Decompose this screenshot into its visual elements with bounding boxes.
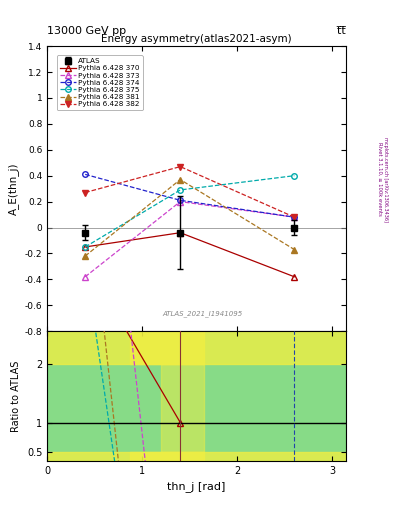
Pythia 6.428 381 <box>178 177 183 183</box>
Pythia 6.428 373 <box>83 274 88 280</box>
Pythia 6.428 375 <box>292 173 297 179</box>
Line: Pythia 6.428 373: Pythia 6.428 373 <box>83 199 297 280</box>
Pythia 6.428 374 <box>292 214 297 220</box>
Pythia 6.428 370 <box>292 274 297 280</box>
Text: mcplots.cern.ch [arXiv:1306.3436]: mcplots.cern.ch [arXiv:1306.3436] <box>384 137 388 222</box>
X-axis label: thn_j [rad]: thn_j [rad] <box>167 481 226 492</box>
Text: ATLAS_2021_I1941095: ATLAS_2021_I1941095 <box>162 310 242 317</box>
Pythia 6.428 370 <box>178 229 183 236</box>
Line: Pythia 6.428 381: Pythia 6.428 381 <box>83 177 297 259</box>
Text: t̅t̅: t̅t̅ <box>337 26 346 36</box>
Line: Pythia 6.428 375: Pythia 6.428 375 <box>83 173 297 250</box>
Pythia 6.428 370 <box>83 244 88 250</box>
Pythia 6.428 373 <box>292 214 297 220</box>
Line: Pythia 6.428 370: Pythia 6.428 370 <box>83 230 297 280</box>
Pythia 6.428 375 <box>178 187 183 193</box>
Pythia 6.428 382 <box>292 214 297 220</box>
Y-axis label: A_E(thn_j): A_E(thn_j) <box>8 162 19 215</box>
Bar <box>47 331 346 461</box>
Pythia 6.428 381 <box>292 246 297 252</box>
Pythia 6.428 381 <box>83 253 88 259</box>
Line: Pythia 6.428 374: Pythia 6.428 374 <box>83 172 297 220</box>
Text: 13000 GeV pp: 13000 GeV pp <box>47 26 126 36</box>
Pythia 6.428 373 <box>178 199 183 205</box>
Text: Rivet 3.1.10, ≥ 100k events: Rivet 3.1.10, ≥ 100k events <box>377 142 382 216</box>
Y-axis label: Ratio to ATLAS: Ratio to ATLAS <box>11 360 21 432</box>
Line: Pythia 6.428 382: Pythia 6.428 382 <box>83 164 297 220</box>
Bar <box>47 331 346 364</box>
Legend: ATLAS, Pythia 6.428 370, Pythia 6.428 373, Pythia 6.428 374, Pythia 6.428 375, P: ATLAS, Pythia 6.428 370, Pythia 6.428 37… <box>57 55 143 110</box>
Pythia 6.428 375 <box>83 244 88 250</box>
Pythia 6.428 374 <box>83 172 88 178</box>
Title: Energy asymmetry(atlas2021-asym): Energy asymmetry(atlas2021-asym) <box>101 34 292 44</box>
Bar <box>47 452 346 461</box>
Pythia 6.428 382 <box>178 163 183 169</box>
Pythia 6.428 374 <box>178 197 183 203</box>
Pythia 6.428 382 <box>83 189 88 196</box>
